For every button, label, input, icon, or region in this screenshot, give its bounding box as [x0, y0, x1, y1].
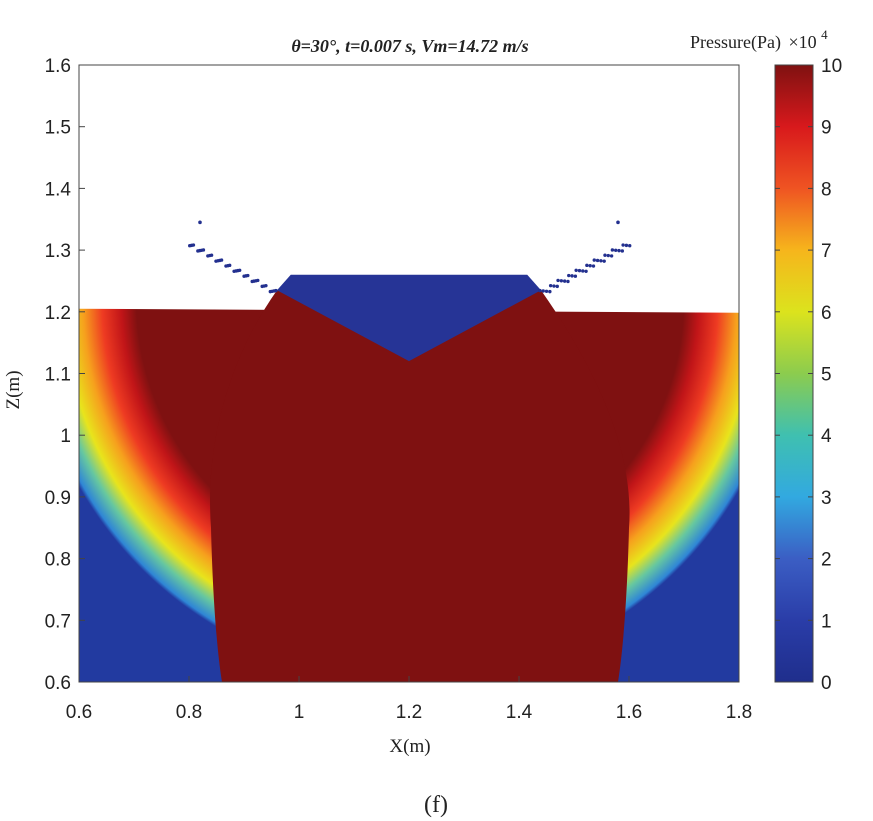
colorbar-title: Pressure(Pa) ×10 4 [690, 27, 828, 53]
y-axis: 0.6 0.7 0.8 0.9 1 1.1 1.2 1.3 1.4 1.5 1.6 [45, 56, 85, 694]
x-tick-label: 1.8 [726, 702, 752, 723]
spray-droplet [552, 284, 556, 288]
spray-jets [188, 220, 632, 294]
spray-droplet [588, 264, 592, 268]
spray-droplet [555, 284, 559, 289]
y-tick-label: 0.6 [45, 673, 71, 694]
plot-area [79, 220, 739, 682]
spray-droplet [592, 258, 596, 262]
wedge-body [277, 274, 541, 362]
y-tick-label: 0.9 [45, 488, 71, 509]
spray-droplet [196, 249, 200, 253]
spray-droplet [242, 274, 246, 278]
colorbar-tick-label: 3 [821, 488, 832, 509]
spray-droplet [214, 259, 218, 263]
y-tick-label: 1.6 [45, 56, 71, 77]
y-tick-label: 1.1 [45, 365, 71, 386]
spray-droplet [541, 289, 545, 293]
spray-droplet [250, 279, 254, 284]
colorbar-tick-label: 0 [821, 673, 832, 694]
spray-droplet [617, 248, 621, 253]
spray-droplet [198, 220, 202, 225]
spray-droplet [577, 268, 582, 273]
spray-droplet [570, 274, 574, 278]
spray-droplet [613, 248, 618, 252]
colorbar-label: Pressure(Pa) [690, 32, 781, 53]
spray-droplet [232, 269, 236, 274]
spray-droplet [602, 259, 606, 263]
x-axis-title: X(m) [389, 736, 430, 757]
x-tick-label: 0.6 [66, 702, 92, 723]
x-tick-label: 0.8 [176, 702, 202, 723]
spray-droplet [581, 269, 585, 273]
high-pressure-core [210, 290, 630, 682]
y-tick-label: 0.7 [45, 611, 71, 632]
spray-droplet [548, 283, 553, 288]
spray-droplet [566, 279, 570, 284]
colorbar-tick-label: 10 [821, 56, 842, 77]
spray-droplet [206, 254, 210, 258]
x-axis: 0.6 0.8 1 1.2 1.4 1.6 1.8 [66, 676, 752, 723]
spray-droplet [573, 274, 578, 278]
spray-droplet [559, 279, 564, 283]
spray-droplet [621, 243, 625, 247]
spray-droplet [567, 273, 571, 278]
spray-droplet [538, 288, 542, 293]
spray-droplet [584, 269, 588, 274]
colorbar-tick-label: 5 [821, 365, 832, 386]
spray-droplet [544, 289, 549, 293]
y-axis-title: Z(m) [3, 370, 24, 409]
spray-droplet [556, 278, 560, 283]
spray-droplet [616, 220, 620, 225]
spray-droplet [562, 279, 567, 283]
spray-droplet [548, 289, 552, 294]
y-tick-label: 0.8 [45, 550, 71, 571]
spray-droplet [620, 249, 625, 253]
spray-droplet [595, 258, 600, 263]
spray-droplet [609, 254, 614, 258]
spray-droplet [224, 264, 228, 268]
colorbar [774, 64, 814, 683]
x-tick-label: 1 [294, 702, 305, 723]
colorbar-axis: 0 1 2 3 4 5 6 7 8 9 10 [775, 56, 842, 694]
spray-droplet [585, 263, 589, 268]
spray-droplet [599, 259, 603, 263]
spray-droplet [268, 289, 273, 294]
colorbar-exponent: 4 [821, 27, 828, 42]
chart-title: θ=30°, t=0.007 s, Vm=14.72 m/s [291, 36, 528, 56]
spray-droplet [574, 268, 578, 272]
spray-droplet [606, 253, 610, 258]
panel-label: (f) [424, 792, 448, 818]
y-tick-label: 1.2 [45, 303, 71, 324]
x-tick-label: 1.2 [396, 702, 422, 723]
y-tick-label: 1.4 [45, 179, 72, 200]
colorbar-tick-label: 9 [821, 118, 832, 139]
y-tick-label: 1.3 [45, 241, 71, 262]
colorbar-tick-label: 8 [821, 179, 832, 200]
spray-droplet [591, 264, 596, 268]
spray-droplet [603, 253, 607, 257]
x-tick-label: 1.4 [506, 702, 533, 723]
spray-droplet [260, 284, 264, 289]
spray-droplet [628, 244, 632, 248]
colorbar-tick-label: 2 [821, 550, 832, 571]
colorbar-multiplier: ×10 [788, 32, 816, 52]
spray-droplet [188, 244, 192, 248]
x-tick-label: 1.6 [616, 702, 642, 723]
y-tick-label: 1.5 [45, 118, 71, 139]
colorbar-tick-label: 6 [821, 303, 832, 324]
spray-droplet [610, 248, 615, 252]
y-tick-label: 1 [60, 426, 71, 447]
colorbar-tick-label: 7 [821, 241, 832, 262]
colorbar-tick-label: 1 [821, 611, 832, 632]
colorbar-tick-label: 4 [821, 426, 832, 447]
spray-droplet [624, 243, 629, 248]
